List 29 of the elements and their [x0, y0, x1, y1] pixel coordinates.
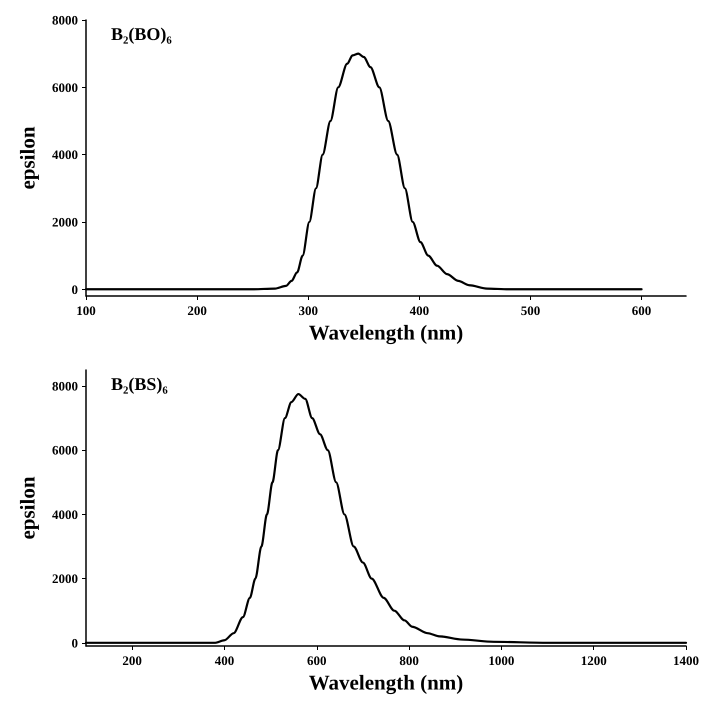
x-tick-label: 400: [410, 303, 430, 318]
y-axis-title: epsilon: [16, 126, 40, 190]
y-axis-title: epsilon: [16, 476, 40, 540]
x-tick-label: 600: [307, 653, 327, 668]
x-tick-label: 1400: [673, 653, 699, 668]
chart-title: B₂(BS)₆: [111, 374, 168, 394]
x-tick-label: 100: [76, 303, 96, 318]
y-tick-label: 4000: [52, 506, 78, 522]
x-axis-title: Wavelength (nm): [308, 320, 464, 344]
y-tick-label: 4000: [52, 147, 78, 162]
x-tick-label: 1000: [488, 653, 514, 668]
y-tick-label: 0: [72, 282, 78, 297]
chart-title: B₂(BO)₆: [111, 24, 172, 44]
y-tick-label: 8000: [52, 12, 78, 28]
y-tick-label: 6000: [52, 80, 78, 95]
x-tick-label: 200: [187, 303, 207, 318]
x-tick-label: 800: [399, 653, 419, 668]
x-tick-label: 500: [520, 303, 540, 318]
x-tick-label: 200: [122, 653, 142, 668]
x-tick-label: 600: [632, 303, 652, 318]
y-tick-label: 8000: [52, 378, 78, 394]
x-tick-label: 300: [298, 303, 318, 318]
x-tick-label: 400: [214, 653, 234, 668]
x-tick-label: 1200: [580, 653, 607, 668]
y-tick-label: 6000: [52, 442, 78, 458]
y-tick-label: 0: [72, 635, 78, 650]
y-tick-label: 2000: [52, 214, 78, 230]
x-axis-title: Wavelength (nm): [308, 670, 464, 694]
y-tick-label: 2000: [52, 571, 78, 586]
